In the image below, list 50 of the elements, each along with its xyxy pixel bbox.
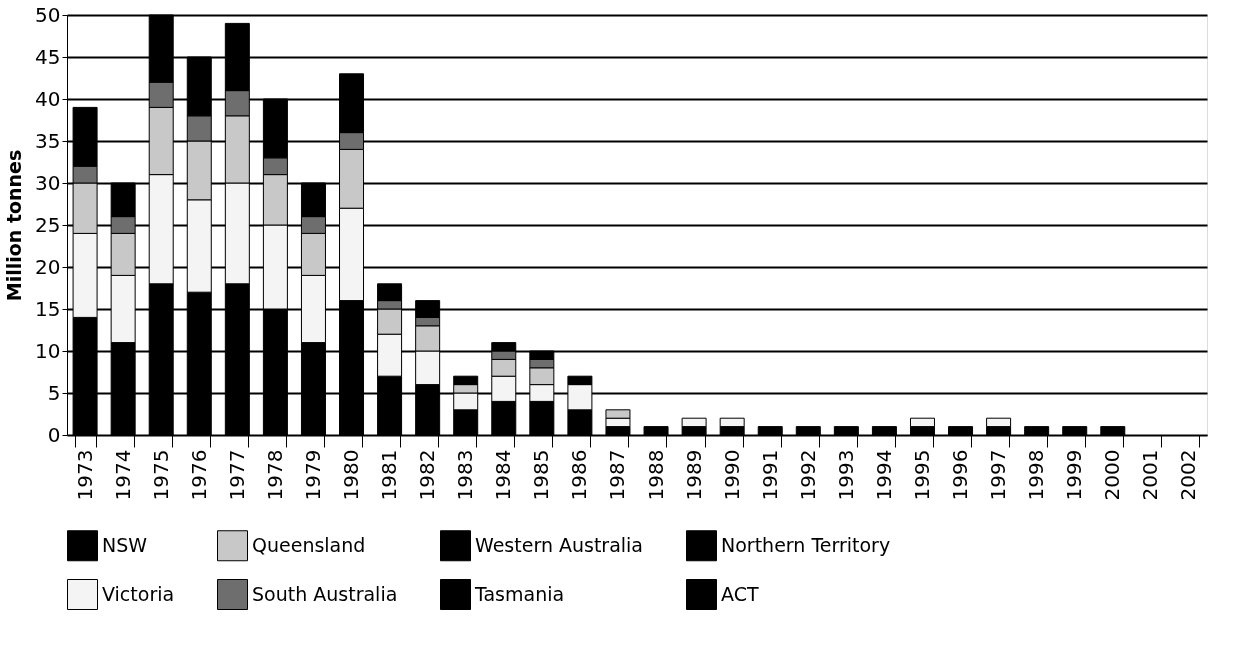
x-tick-label: 1987 bbox=[605, 449, 630, 501]
x-tick-label: 1973 bbox=[72, 449, 97, 501]
x-tick-label: 1983 bbox=[453, 449, 478, 501]
x-tick-label: 1993 bbox=[833, 449, 858, 501]
legend-label: ACT bbox=[721, 582, 759, 605]
legend-label: NSW bbox=[102, 533, 148, 556]
x-tick-label: 1988 bbox=[643, 449, 668, 501]
y-tick-label: 25 bbox=[35, 212, 61, 237]
x-tick-label: 1985 bbox=[529, 449, 554, 501]
y-axis-title: Million tonnes bbox=[3, 149, 26, 302]
x-tick-label: 2001 bbox=[1138, 449, 1163, 501]
x-tick-label: 2000 bbox=[1100, 449, 1125, 501]
x-tick-label: 1996 bbox=[948, 449, 973, 501]
x-tick-label: 1989 bbox=[681, 449, 706, 501]
y-tick-label: 30 bbox=[35, 170, 61, 195]
y-tick-label: 15 bbox=[35, 296, 61, 321]
x-tick-label: 1992 bbox=[795, 449, 820, 501]
legend-label: Northern Territory bbox=[721, 533, 891, 556]
x-tick-label: 1999 bbox=[1062, 449, 1087, 501]
y-tick-label: 10 bbox=[35, 338, 61, 363]
x-tick-label: 1979 bbox=[300, 449, 325, 501]
y-tick-label: 20 bbox=[35, 254, 61, 279]
x-tick-label: 1982 bbox=[415, 449, 440, 501]
x-tick-label: 1976 bbox=[186, 449, 211, 501]
x-tick-label: 1978 bbox=[262, 449, 287, 501]
x-tick-label: 1984 bbox=[491, 449, 516, 501]
x-tick-label: 2002 bbox=[1176, 449, 1201, 501]
x-tick-label: 1990 bbox=[719, 449, 744, 501]
x-tick-label: 1980 bbox=[339, 449, 364, 501]
x-tick-label: 1991 bbox=[757, 449, 782, 501]
legend-label: South Australia bbox=[252, 582, 398, 605]
y-tick-label: 5 bbox=[47, 380, 61, 405]
legend-label: Tasmania bbox=[474, 582, 565, 605]
y-tick-label: 50 bbox=[35, 2, 61, 27]
x-tick-label: 1998 bbox=[1024, 449, 1049, 501]
y-tick-label: 0 bbox=[47, 422, 61, 447]
x-tick-label: 1977 bbox=[224, 449, 249, 501]
legend-label: Western Australia bbox=[475, 533, 644, 556]
y-tick-label: 45 bbox=[35, 44, 61, 69]
x-tick-label: 1995 bbox=[909, 449, 934, 501]
x-tick-label: 1981 bbox=[377, 449, 402, 501]
x-tick-label: 1994 bbox=[871, 449, 896, 501]
y-tick-label: 40 bbox=[35, 86, 61, 111]
legend-label: Victoria bbox=[102, 582, 175, 605]
x-tick-label: 1986 bbox=[567, 449, 592, 501]
legend-label: Queensland bbox=[252, 533, 366, 556]
x-tick-label: 1974 bbox=[110, 449, 135, 501]
x-tick-label: 1997 bbox=[986, 449, 1011, 501]
x-tick-label: 1975 bbox=[148, 449, 173, 501]
y-tick-label: 35 bbox=[35, 128, 61, 153]
